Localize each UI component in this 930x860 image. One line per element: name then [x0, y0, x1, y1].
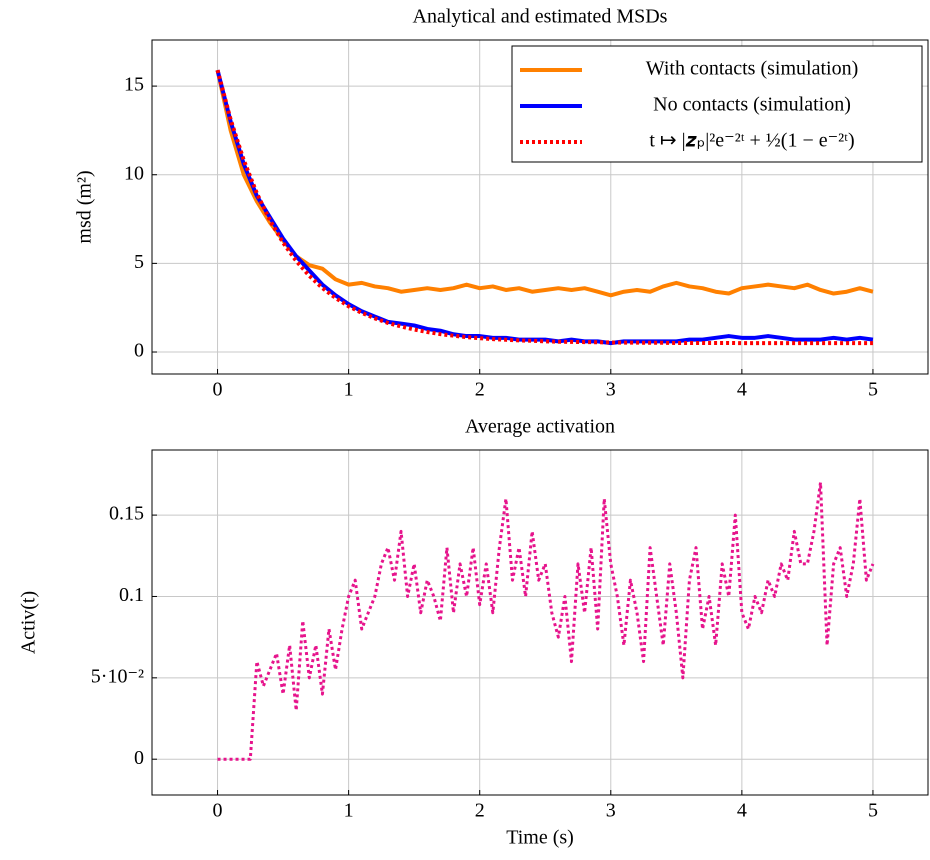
x-tick-label: 4: [737, 379, 747, 401]
x-tick-label: 5: [868, 800, 878, 822]
chart-title: Average activation: [465, 416, 615, 438]
data-line: [215, 69, 874, 298]
x-tick-label: 2: [475, 379, 485, 401]
y-tick-label: 10: [124, 162, 144, 184]
x-axis-label: Time (s): [506, 827, 574, 849]
x-tick-label: 3: [606, 379, 616, 401]
x-tick-label: 4: [737, 800, 747, 822]
x-tick-label: 0: [213, 379, 223, 401]
legend-label: t ↦ |𝒛ₚ|²e⁻²ᵗ + ½(1 − e⁻²ᵗ): [649, 130, 854, 152]
y-axis-label: Activ(t): [18, 591, 40, 654]
y-tick-label: 5: [134, 251, 144, 273]
axes-frame: [151, 449, 929, 796]
x-tick-label: 1: [344, 800, 354, 822]
legend-label: With contacts (simulation): [646, 58, 858, 80]
data-line: [215, 69, 874, 346]
data-line: [215, 69, 873, 346]
x-tick-label: 5: [868, 379, 878, 401]
y-tick-label: 5·10⁻²: [91, 665, 144, 687]
axes-frame: [151, 39, 929, 375]
x-tick-label: 3: [606, 800, 616, 822]
y-tick-label: 15: [124, 74, 144, 96]
legend-label: No contacts (simulation): [653, 94, 851, 116]
data-line: [217, 481, 875, 761]
y-tick-label: 0: [134, 747, 144, 769]
chart-title: Analytical and estimated MSDs: [413, 6, 668, 28]
x-tick-label: 0: [213, 800, 223, 822]
x-tick-label: 2: [475, 800, 485, 822]
y-tick-label: 0.15: [109, 503, 144, 525]
y-tick-label: 0.1: [119, 584, 144, 606]
y-axis-label: msd (m²): [74, 170, 96, 243]
x-tick-label: 1: [344, 379, 354, 401]
y-tick-label: 0: [134, 340, 144, 362]
